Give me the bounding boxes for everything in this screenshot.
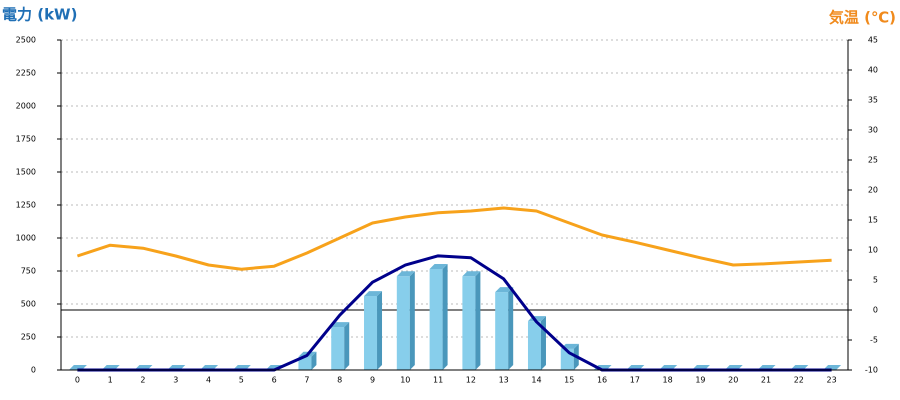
x-tick-label: 5 xyxy=(239,376,244,385)
bar-side xyxy=(442,264,448,370)
x-tick-label: 17 xyxy=(630,376,640,385)
y2-tick-label: 5 xyxy=(873,276,878,285)
bar xyxy=(331,327,345,370)
x-tick-label: 7 xyxy=(304,376,309,385)
x-tick-label: 6 xyxy=(272,376,277,385)
line xyxy=(77,254,832,372)
bar xyxy=(527,321,541,370)
bar-top xyxy=(429,264,448,270)
y2-tick-label: -5 xyxy=(870,336,878,345)
bar-top xyxy=(364,291,383,297)
y-tick-label: 1750 xyxy=(16,135,36,144)
x-tick-label: 13 xyxy=(499,376,509,385)
y-tick-label: 1500 xyxy=(16,168,36,177)
bar xyxy=(364,296,378,370)
x-tick-label: 15 xyxy=(564,376,574,385)
x-tick-label: 16 xyxy=(597,376,607,385)
y-tick-label: 250 xyxy=(21,333,36,342)
x-tick-label: 18 xyxy=(663,376,673,385)
bar xyxy=(298,356,312,370)
y2-tick-label: 35 xyxy=(868,96,878,105)
bar-top xyxy=(495,287,514,293)
bar xyxy=(396,276,410,370)
x-tick-label: 23 xyxy=(827,376,837,385)
y2-tick-label: 45 xyxy=(868,36,878,45)
x-tick-label: 22 xyxy=(794,376,804,385)
bar-side xyxy=(344,322,350,370)
bar-side xyxy=(377,291,383,370)
x-tick-label: 4 xyxy=(206,376,211,385)
x-tick-label: 21 xyxy=(761,376,771,385)
bar xyxy=(462,276,476,370)
bar-top xyxy=(462,271,481,277)
y-tick-label: 2000 xyxy=(16,102,36,111)
y2-axis-title: 気温 (℃) xyxy=(829,9,896,27)
y-axis-title: 電力 (kW) xyxy=(2,6,77,24)
bar xyxy=(495,292,509,370)
x-tick-label: 14 xyxy=(531,376,541,385)
x-tick-label: 1 xyxy=(108,376,113,385)
y2-tick-label: 15 xyxy=(868,216,878,225)
y2-tick-label: 0 xyxy=(873,306,878,315)
x-tick-label: 2 xyxy=(140,376,145,385)
bar-top xyxy=(396,271,415,277)
x-tick-label: 8 xyxy=(337,376,342,385)
y2-tick-label: 25 xyxy=(868,156,878,165)
bar-side xyxy=(409,271,415,370)
x-tick-label: 11 xyxy=(433,376,443,385)
x-tick-label: 19 xyxy=(695,376,705,385)
bar-side xyxy=(311,351,317,370)
x-tick-label: 0 xyxy=(75,376,80,385)
bar-side xyxy=(508,287,514,370)
x-tick-label: 10 xyxy=(400,376,410,385)
y2-tick-label: -10 xyxy=(865,366,878,375)
y-tick-label: 1250 xyxy=(16,201,36,210)
y-tick-label: 1000 xyxy=(16,234,36,243)
bar-side xyxy=(475,271,481,370)
y-tick-label: 2250 xyxy=(16,69,36,78)
y2-tick-label: 10 xyxy=(868,246,878,255)
y2-tick-label: 30 xyxy=(868,126,878,135)
x-tick-label: 3 xyxy=(173,376,178,385)
y-tick-label: 750 xyxy=(21,267,36,276)
y-tick-label: 2500 xyxy=(16,36,36,45)
bar xyxy=(429,269,443,370)
x-tick-label: 9 xyxy=(370,376,375,385)
y2-tick-label: 40 xyxy=(868,66,878,75)
y-tick-label: 0 xyxy=(31,366,36,375)
x-tick-label: 20 xyxy=(728,376,738,385)
bar-side xyxy=(540,316,546,370)
y2-tick-label: 20 xyxy=(868,186,878,195)
y-tick-label: 500 xyxy=(21,300,36,309)
bar-top xyxy=(331,322,350,328)
x-tick-label: 12 xyxy=(466,376,476,385)
line xyxy=(76,206,832,271)
